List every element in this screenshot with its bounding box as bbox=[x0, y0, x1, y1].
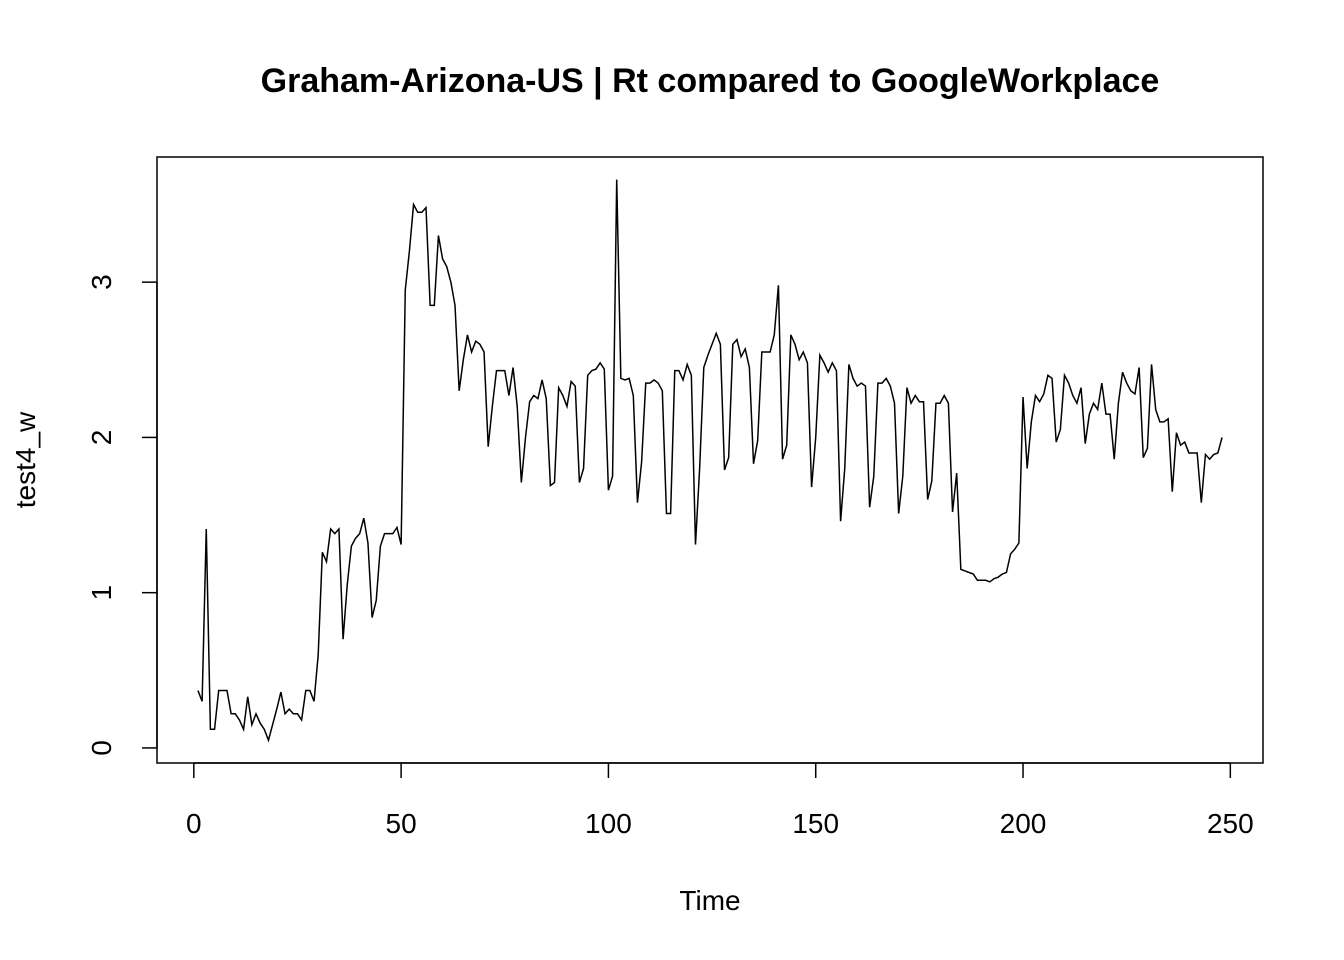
y-axis-label: test4_w bbox=[10, 411, 41, 508]
series-line bbox=[197, 179, 1223, 743]
x-axis-label: Time bbox=[679, 885, 740, 916]
y-tick-label: 2 bbox=[86, 430, 117, 446]
x-tick-label: 50 bbox=[386, 808, 417, 839]
y-tick-label: 0 bbox=[86, 740, 117, 756]
x-tick-label: 200 bbox=[1000, 808, 1047, 839]
chart-title: Graham-Arizona-US | Rt compared to Googl… bbox=[261, 62, 1160, 100]
plot-frame bbox=[156, 156, 1264, 764]
x-tick-label: 150 bbox=[792, 808, 839, 839]
y-tick-label: 3 bbox=[86, 274, 117, 290]
x-tick-label: 250 bbox=[1207, 808, 1254, 839]
x-tick-label: 0 bbox=[186, 808, 202, 839]
y-tick-label: 1 bbox=[86, 585, 117, 601]
x-tick-label: 100 bbox=[585, 808, 632, 839]
